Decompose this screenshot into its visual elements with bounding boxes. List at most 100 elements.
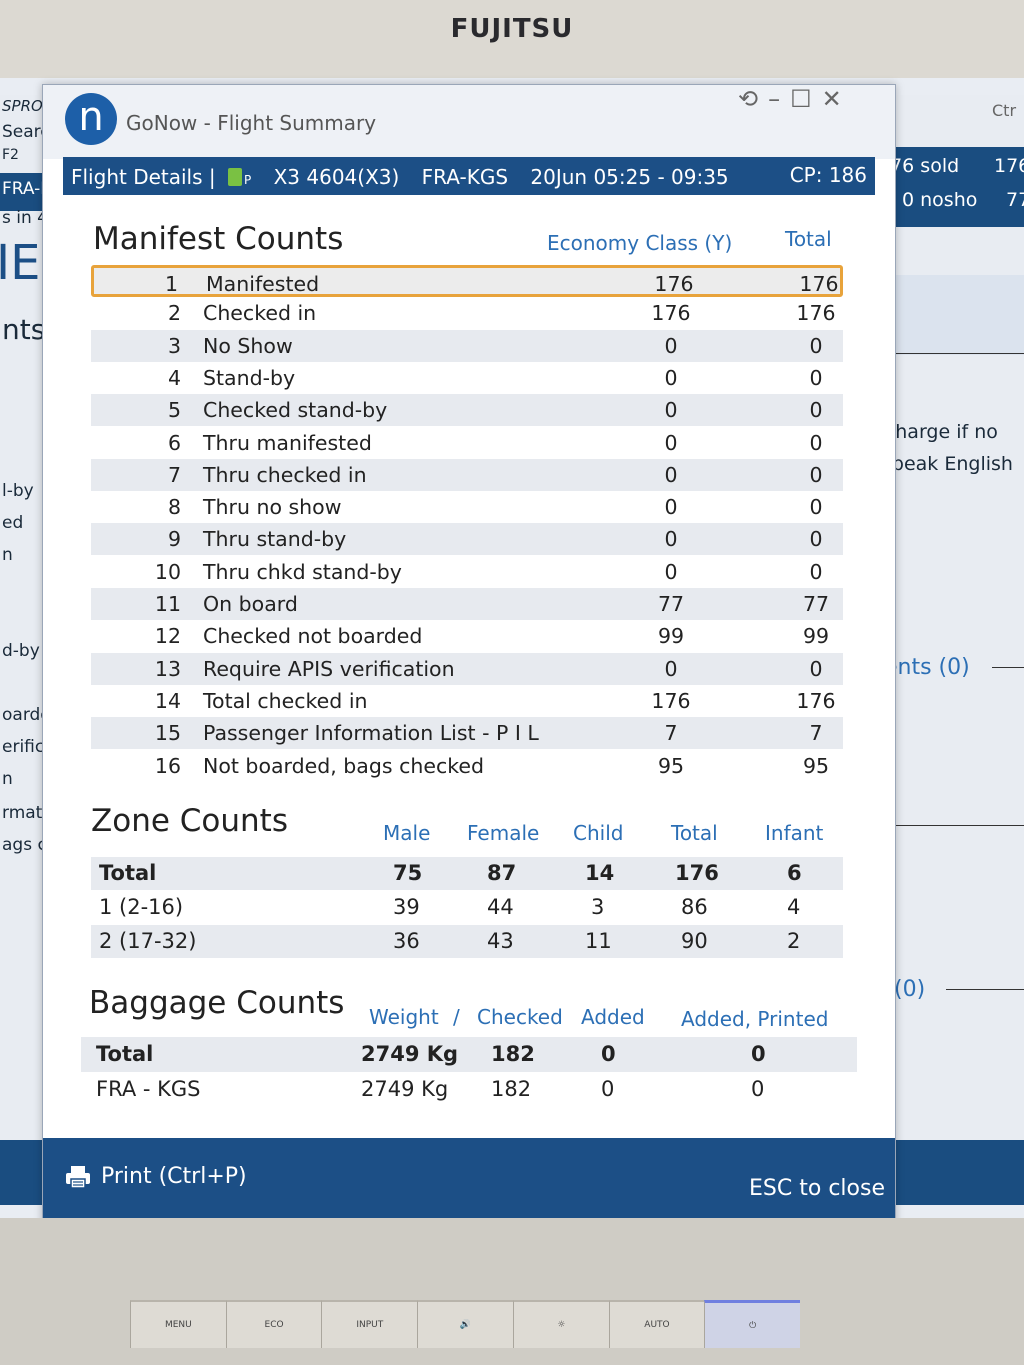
bg-divider: [992, 667, 1024, 668]
table-row[interactable]: 12 Checked not boarded 99 99: [91, 620, 843, 652]
monitor-input-button[interactable]: INPUT: [321, 1300, 418, 1348]
table-row[interactable]: 9 Thru stand-by 0 0: [91, 523, 843, 556]
bg-text: Ctr: [992, 101, 1017, 120]
monitor-buttons: MENU ECO INPUT 🔊 ☼ AUTO ⏻: [130, 1300, 801, 1348]
manifest-row-number: 4: [167, 365, 181, 390]
manifest-row-economy: 0: [664, 495, 678, 520]
manifest-row-label: Checked in: [203, 301, 317, 326]
print-button[interactable]: Print (Ctrl+P): [101, 1164, 247, 1189]
manifest-row-selected[interactable]: 1 Manifested 176 176: [91, 265, 843, 297]
maximize-button[interactable]: ☐: [790, 85, 812, 113]
manifest-row-total: 0: [809, 333, 823, 358]
manifest-row-economy: 77: [657, 592, 685, 616]
table-row[interactable]: 8 Thru no show 0 0: [91, 491, 843, 523]
baggage-col-added-printed: Added, Printed: [681, 1007, 829, 1031]
bg-noshow-count: 77: [1006, 189, 1024, 211]
window-titlebar: n GoNow - Flight Summary ⟲ – ☐ ✕: [43, 85, 895, 159]
monitor-auto-button[interactable]: AUTO: [608, 1300, 705, 1348]
baggage-checked: 182: [491, 1042, 535, 1066]
monitor-bezel-top: FUJITSU: [0, 0, 1024, 78]
bg-text: (0): [894, 977, 926, 1002]
table-row[interactable]: 15 Passenger Information List - P I L 7 7: [91, 717, 843, 750]
table-row[interactable]: 7 Thru checked in 0 0: [91, 458, 843, 491]
manifest-row-label: On board: [203, 592, 298, 616]
refresh-icon[interactable]: ⟲: [738, 85, 759, 113]
zone-female: 43: [487, 929, 514, 953]
manifest-row-economy: 95: [657, 753, 685, 778]
manifest-row-economy: 176: [654, 272, 694, 296]
flight-date-time: 20Jun 05:25 - 09:35: [530, 165, 729, 189]
table-row[interactable]: 5 Checked stand-by 0 0: [91, 394, 843, 427]
bg-text: Charge if no: [882, 421, 998, 443]
manifest-row-number: 5: [167, 398, 181, 423]
manifest-row-total: 0: [809, 430, 823, 455]
zone-label: 2 (17-32): [99, 929, 197, 953]
dialog-footer: Print (Ctrl+P) ESC to close: [43, 1138, 895, 1225]
manifest-row-total: 0: [809, 365, 823, 390]
esc-close-label[interactable]: ESC to close: [749, 1176, 885, 1201]
table-row[interactable]: 16 Not boarded, bags checked 95 95: [91, 750, 843, 782]
manifest-row-economy: 176: [651, 688, 691, 713]
manifest-row-economy: 176: [651, 301, 691, 326]
monitor-eco-button[interactable]: ECO: [225, 1300, 322, 1348]
baggage-col-checked: Checked: [477, 1005, 563, 1029]
manifest-row-economy: 0: [664, 365, 678, 390]
manifest-row-total: 7: [809, 721, 823, 746]
bg-text: ags c: [2, 835, 47, 855]
manifest-row-number: 2: [167, 301, 181, 326]
bg-text: erific: [2, 737, 45, 757]
zone-male: 75: [393, 861, 423, 885]
manifest-row-number: 11: [154, 592, 181, 616]
table-row[interactable]: 4 Stand-by 0 0: [91, 362, 843, 394]
baggage-added: 0: [601, 1042, 616, 1066]
manifest-row-total: 99: [802, 624, 830, 649]
table-row[interactable]: 6 Thru manifested 0 0: [91, 427, 843, 459]
monitor-brightness-button[interactable]: ☼: [512, 1300, 609, 1348]
printer-icon[interactable]: [65, 1164, 91, 1190]
zone-infant: 4: [787, 895, 801, 919]
table-row[interactable]: 3 No Show 0 0: [91, 329, 843, 362]
baggage-col-added: Added: [581, 1005, 645, 1029]
zone-infant: 2: [787, 929, 801, 953]
baggage-checked: 182: [491, 1077, 532, 1101]
monitor-power-button[interactable]: ⏻: [704, 1300, 801, 1348]
bg-text: nts: [2, 313, 46, 346]
table-row[interactable]: 10 Thru chkd stand-by 0 0: [91, 556, 843, 588]
flag-icon: [227, 168, 242, 186]
manifest-row-total: 176: [796, 688, 836, 713]
manifest-row-label: Total checked in: [203, 688, 368, 713]
manifest-row-economy: 0: [664, 527, 678, 552]
zone-counts-title: Zone Counts: [91, 803, 288, 839]
monitor-menu-button[interactable]: MENU: [130, 1300, 226, 1348]
manifest-row-number: 12: [154, 624, 181, 649]
manifest-row-number: 15: [154, 721, 181, 746]
manifest-row-total: 0: [809, 398, 823, 423]
capacity-label: CP: 186: [789, 163, 867, 187]
minimize-button[interactable]: –: [768, 85, 781, 113]
flag-letter: P: [243, 173, 252, 187]
monitor-volume-button[interactable]: 🔊: [417, 1300, 513, 1348]
manifest-row-economy: 0: [664, 462, 678, 487]
manifest-row-label: Checked stand-by: [203, 398, 388, 423]
window-controls: ⟲ – ☐ ✕: [738, 85, 842, 115]
bg-text: rmat: [2, 803, 43, 823]
manifest-row-number: 6: [167, 430, 181, 455]
manifest-row-number: 1: [164, 272, 178, 296]
zone-col-infant: Infant: [765, 821, 824, 845]
zone-child: 3: [591, 895, 605, 919]
manifest-row-number: 13: [154, 656, 181, 681]
close-button[interactable]: ✕: [821, 85, 842, 113]
manifest-row-label: Not boarded, bags checked: [203, 753, 484, 778]
table-row[interactable]: 13 Require APIS verification 0 0: [91, 652, 843, 685]
flight-details-label: Flight Details |: [71, 165, 216, 189]
baggage-weight: 2749 Kg: [361, 1042, 459, 1066]
table-row[interactable]: 11 On board 77 77: [91, 588, 843, 620]
manifest-row-total: 0: [809, 495, 823, 520]
manifest-row-number: 8: [167, 495, 181, 520]
table-row[interactable]: 2 Checked in 176 176: [91, 297, 843, 329]
bg-text: d-by: [2, 641, 40, 661]
table-row[interactable]: 14 Total checked in 176 176: [91, 685, 843, 717]
bg-noshow-count: 0 nosho: [902, 189, 978, 211]
zone-infant: 6: [787, 861, 802, 885]
manifest-row-number: 10: [154, 559, 181, 584]
